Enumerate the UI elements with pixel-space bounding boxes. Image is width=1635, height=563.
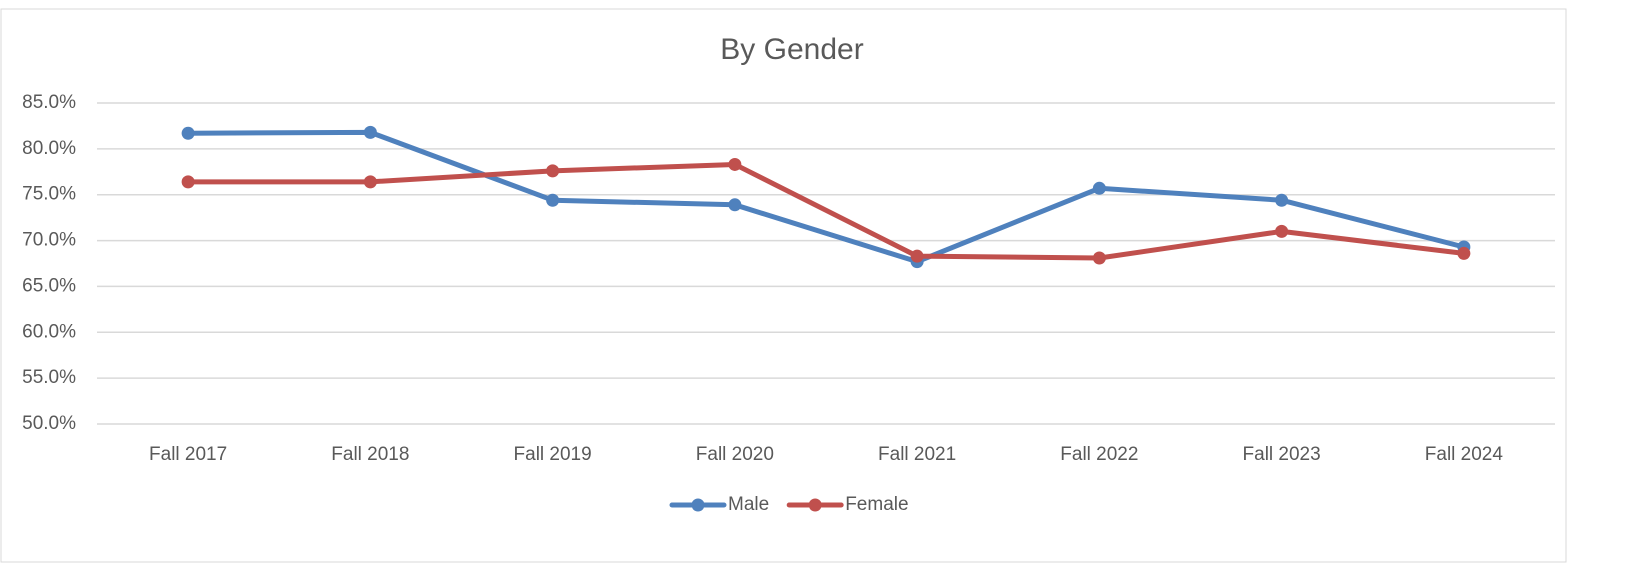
- data-point: [728, 198, 742, 212]
- data-point: [546, 193, 560, 207]
- data-point: [1275, 224, 1289, 238]
- y-tick-label: 55.0%: [22, 367, 76, 388]
- x-tick-label: Fall 2021: [878, 444, 956, 465]
- y-tick-label: 80.0%: [22, 138, 76, 159]
- chart-title: By Gender: [720, 33, 863, 66]
- y-tick-label: 65.0%: [22, 275, 76, 296]
- data-point: [1275, 193, 1289, 207]
- x-tick-label: Fall 2023: [1243, 444, 1321, 465]
- x-tick-label: Fall 2020: [696, 444, 774, 465]
- series-line: [185, 129, 1467, 265]
- x-tick-label: Fall 2024: [1425, 444, 1504, 465]
- legend-label: Female: [845, 494, 908, 515]
- legend-label: Male: [728, 494, 769, 515]
- y-tick-label: 50.0%: [22, 413, 76, 434]
- x-tick-label: Fall 2019: [514, 444, 592, 465]
- data-point: [363, 175, 377, 189]
- data-point: [181, 126, 195, 140]
- y-tick-label: 85.0%: [22, 92, 76, 113]
- data-point: [363, 125, 377, 139]
- chart-border: [0, 8, 1567, 563]
- y-tick-label: 75.0%: [22, 184, 76, 205]
- legend-marker: [808, 498, 822, 512]
- legend-marker: [691, 498, 705, 512]
- data-point: [728, 157, 742, 171]
- x-tick-label: Fall 2022: [1060, 444, 1138, 465]
- x-tick-label: Fall 2017: [149, 444, 227, 465]
- data-point: [546, 164, 560, 178]
- data-point: [1092, 251, 1106, 265]
- data-point: [1092, 181, 1106, 195]
- y-tick-label: 70.0%: [22, 230, 76, 251]
- data-point: [910, 249, 924, 263]
- data-point: [181, 175, 195, 189]
- data-point: [1457, 246, 1471, 260]
- y-tick-label: 60.0%: [22, 321, 76, 342]
- series-line: [185, 161, 1467, 261]
- x-tick-label: Fall 2018: [331, 444, 409, 465]
